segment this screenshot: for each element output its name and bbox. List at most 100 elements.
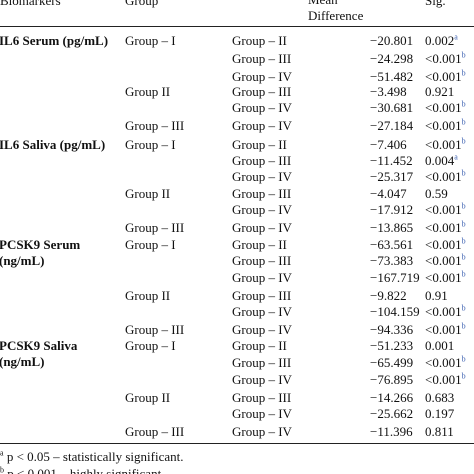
group-b: Group – IV xyxy=(232,406,292,421)
header-cell: Biomarkers xyxy=(0,0,61,8)
mean-difference: −20.801 xyxy=(370,33,414,48)
group-b: Group – II xyxy=(232,237,287,252)
footnote-mark: a xyxy=(454,32,458,42)
group-b: Group – II xyxy=(232,137,287,152)
footnote-mark: b xyxy=(461,236,466,246)
group-b: Group – III xyxy=(232,288,292,303)
significance: 0.683 xyxy=(425,390,455,405)
footnote-mark: b xyxy=(461,117,466,127)
biomarker: IL6 Saliva (pg/mL) xyxy=(0,137,106,152)
header-cell: Sig. xyxy=(425,0,446,8)
group-a: Group – III xyxy=(125,322,185,337)
significance: <0.001b xyxy=(425,252,466,268)
significance: 0.004a xyxy=(425,152,458,168)
group-a: Group – III xyxy=(125,424,185,439)
mean-difference: −25.662 xyxy=(370,406,414,421)
significance: <0.001b xyxy=(425,371,466,387)
group-b: Group – IV xyxy=(232,270,292,285)
mean-difference: −27.184 xyxy=(370,118,414,133)
mean-difference: −25.317 xyxy=(370,169,414,184)
mean-difference: −94.336 xyxy=(370,322,414,337)
group-a: Group II xyxy=(125,186,171,201)
significance: <0.001b xyxy=(425,269,466,285)
bottom-rule xyxy=(0,443,474,444)
group-b: Group – IV xyxy=(232,100,292,115)
group-b: Group – III xyxy=(232,355,292,370)
footnote-mark: b xyxy=(461,68,466,78)
group-b: Group – III xyxy=(232,153,292,168)
footnote: b p < 0.001 – highly significant. xyxy=(0,466,164,474)
mean-difference: −17.912 xyxy=(370,202,414,217)
mean-difference: −14.266 xyxy=(370,390,414,405)
significance: <0.001b xyxy=(425,321,466,337)
mean-difference: −167.719 xyxy=(370,270,420,285)
significance: 0.59 xyxy=(425,186,448,201)
group-b: Group – III xyxy=(232,186,292,201)
group-b: Group – III xyxy=(232,51,292,66)
footnote-mark: b xyxy=(461,136,466,146)
mean-difference: −30.681 xyxy=(370,100,414,115)
mean-difference: −24.298 xyxy=(370,51,414,66)
group-a: Group – I xyxy=(125,338,176,353)
header-cell: Group xyxy=(125,0,159,8)
significance: <0.001b xyxy=(425,68,466,84)
group-b: Group – IV xyxy=(232,424,292,439)
group-b: Group – III xyxy=(232,253,292,268)
significance: <0.001b xyxy=(425,354,466,370)
significance: 0.197 xyxy=(425,406,455,421)
footnote-mark: b xyxy=(461,99,466,109)
group-b: Group – IV xyxy=(232,372,292,387)
biomarker: PCSK9 Saliva (ng/mL) xyxy=(0,338,78,369)
footnote-mark: b xyxy=(461,269,466,279)
mean-difference: −76.895 xyxy=(370,372,414,387)
footnote-mark: b xyxy=(461,303,466,313)
biomarker: PCSK9 Serum (ng/mL) xyxy=(0,237,81,268)
footnote-mark: b xyxy=(461,201,466,211)
mean-difference: −11.452 xyxy=(370,153,413,168)
mean-difference: −4.047 xyxy=(370,186,407,201)
group-b: Group – III xyxy=(232,390,292,405)
significance: 0.91 xyxy=(425,288,448,303)
footnote-text: p < 0.001 – highly significant. xyxy=(7,466,165,474)
mean-difference: −63.561 xyxy=(370,237,414,252)
mean-difference: −65.499 xyxy=(370,355,414,370)
group-b: Group – IV xyxy=(232,118,292,133)
footnote-mark: b xyxy=(461,252,466,262)
footnote-mark: b xyxy=(461,50,466,60)
group-b: Group – IV xyxy=(232,69,292,84)
significance: <0.001b xyxy=(425,117,466,133)
significance: 0.811 xyxy=(425,424,454,439)
significance: <0.001b xyxy=(425,219,466,235)
group-b: Group – IV xyxy=(232,202,292,217)
mean-difference: −104.159 xyxy=(370,304,420,319)
mean-difference: −73.383 xyxy=(370,253,414,268)
footnote-mark: b xyxy=(461,371,466,381)
group-b: Group – II xyxy=(232,33,287,48)
significance: 0.001 xyxy=(425,338,455,353)
footnote-mark: b xyxy=(0,465,4,474)
mean-difference: −9.822 xyxy=(370,288,407,303)
group-a: Group II xyxy=(125,390,171,405)
significance: <0.001b xyxy=(425,201,466,217)
footnote-mark: b xyxy=(461,354,466,364)
mean-difference: −13.865 xyxy=(370,220,414,235)
significance: <0.001b xyxy=(425,99,466,115)
group-b: Group – III xyxy=(232,84,292,99)
footnote: a p < 0.05 – statistically significant. xyxy=(0,449,183,465)
footnote-text: p < 0.05 – statistically significant. xyxy=(6,449,184,464)
footnote-mark: b xyxy=(461,168,466,178)
group-b: Group – IV xyxy=(232,220,292,235)
group-a: Group II xyxy=(125,288,171,303)
group-b: Group – IV xyxy=(232,322,292,337)
biomarker: IL6 Serum (pg/mL) xyxy=(0,33,109,48)
significance: 0.002a xyxy=(425,32,458,48)
group-a: Group – I xyxy=(125,237,176,252)
footnote-mark: a xyxy=(0,448,4,458)
significance: <0.001b xyxy=(425,303,466,319)
header-cell: Mean Difference xyxy=(308,0,364,23)
footnote-mark: b xyxy=(461,219,466,229)
mean-difference: −3.498 xyxy=(370,84,407,99)
significance: 0.921 xyxy=(425,84,455,99)
significance: <0.001b xyxy=(425,168,466,184)
